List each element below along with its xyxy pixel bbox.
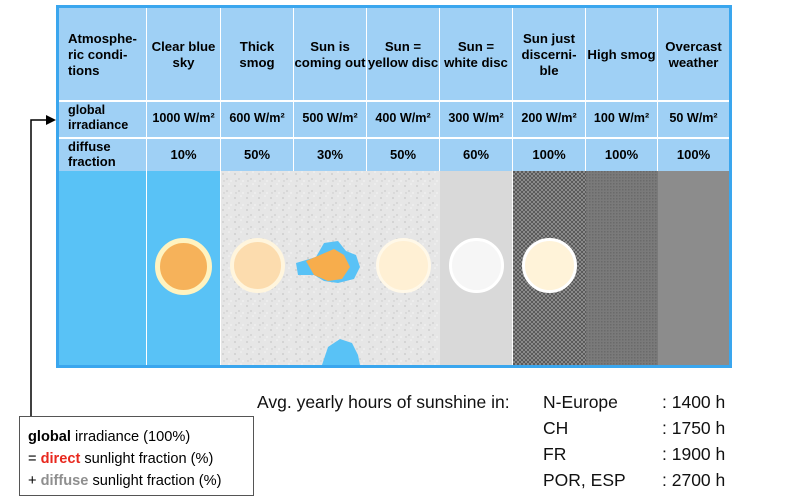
row-label-column: Atmosphe- ric condi- tions global irradi… [59, 8, 147, 365]
reference-sky-swatch [59, 171, 146, 365]
legend-line-direct: = direct sunlight fraction (%) [28, 448, 253, 470]
diffuse-value: 100% [604, 146, 639, 162]
legend-global-term: global [28, 429, 71, 445]
table-grid: Atmosphe- ric condi- tions global irradi… [59, 8, 729, 365]
sun-disc-icon [155, 238, 212, 295]
cloud-gap-sun-icon [294, 171, 367, 365]
row-label-irradiance: global irradiance [59, 102, 146, 134]
sunshine-hours: : 1900 h [662, 444, 726, 464]
sky-high-smog-visual [586, 171, 658, 365]
sun-disc-icon [230, 238, 285, 293]
column-overcast: Overcast weather 50 W/m² 100% [658, 8, 729, 365]
column-yellow-disc: Sun = yellow disc 400 W/m² 50% [367, 8, 440, 365]
row-label-irradiance-text: global irradiance [68, 103, 129, 132]
column-white-disc: Sun = white disc 300 W/m² 60% [440, 8, 513, 365]
irradiance-value: 200 W/m² [521, 111, 577, 125]
column-high-smog: High smog 100 W/m² 100% [586, 8, 658, 365]
diffuse-value: 50% [389, 146, 417, 162]
condition-label: Sun = yellow disc [367, 38, 439, 70]
sun-disc-icon [522, 238, 577, 293]
condition-label: High smog [587, 46, 656, 62]
sunshine-region: CH [543, 418, 569, 438]
irradiance-value: 500 W/m² [302, 111, 358, 125]
row-divider [59, 100, 729, 102]
sunshine-heading: Avg. yearly hours of sunshine in: [257, 392, 510, 412]
row-label-conditions: Atmosphe- ric condi- tions [59, 12, 146, 97]
sunshine-region: N-Europe [543, 392, 618, 412]
diffuse-value: 30% [316, 146, 344, 162]
sunshine-hours: : 1400 h [662, 392, 726, 412]
condition-label: Clear blue sky [151, 38, 216, 70]
row-divider [59, 137, 729, 139]
sky-breaking-visual [294, 171, 367, 365]
sky-dark-visual [513, 171, 586, 365]
irradiance-value: 100 W/m² [593, 111, 650, 125]
irradiance-value: 600 W/m² [229, 111, 285, 125]
high-smog-texture [586, 171, 658, 365]
legend-direct-desc: sunlight fraction (%) [80, 451, 214, 467]
legend-line-global: global irradiance (100%) [28, 426, 253, 448]
legend-diffuse-term: diffuse [40, 473, 89, 489]
sun-disc-icon [449, 238, 504, 293]
diffuse-value: 50% [243, 146, 271, 162]
condition-label: Sun is coming out [294, 38, 366, 70]
atmospheric-conditions-table: Atmosphe- ric condi- tions global irradi… [56, 5, 732, 368]
irradiance-value: 1000 W/m² [152, 111, 215, 125]
condition-label: Sun just discerni- ble [521, 30, 577, 78]
sun-disc-icon [376, 238, 431, 293]
irradiance-value: 300 W/m² [448, 111, 504, 125]
column-just-discernible: Sun just discerni- ble 200 W/m² 100% [513, 8, 586, 365]
condition-label: Thick smog [239, 38, 275, 70]
legend-direct-term: direct [40, 451, 81, 467]
sky-clear-visual [147, 171, 220, 365]
legend-global-desc: irradiance (100%) [70, 429, 191, 445]
legend-equals: = [28, 451, 41, 467]
irradiance-legend: global irradiance (100%) = direct sunlig… [19, 416, 254, 496]
diffuse-value: 100% [676, 146, 711, 162]
sunshine-region: POR, ESP [543, 470, 626, 490]
sky-light-gray-visual [440, 171, 512, 365]
column-sun-coming-out: Sun is coming out 500 W/m² 30% [294, 8, 367, 365]
sky-overcast-visual [658, 171, 729, 365]
row-label-diffuse-text: diffuse fraction [68, 139, 116, 169]
condition-label: Overcast weather [665, 38, 722, 70]
column-clear-sky: Clear blue sky 1000 W/m² 10% [147, 8, 221, 365]
sunshine-region: FR [543, 444, 567, 464]
row-label-diffuse: diffuse fraction [59, 139, 146, 169]
row-label-conditions-text: Atmosphe- ric condi- tions [68, 30, 137, 78]
legend-line-diffuse: + diffuse sunlight fraction (%) [28, 470, 253, 492]
irradiance-value: 50 W/m² [669, 111, 718, 125]
diffuse-value: 60% [462, 146, 490, 162]
sunshine-hours: : 2700 h [662, 470, 726, 490]
legend-diffuse-desc: sunlight fraction (%) [88, 473, 222, 489]
sky-smog-visual [221, 171, 294, 365]
column-thick-smog: Thick smog 600 W/m² 50% [221, 8, 294, 365]
diffuse-value: 10% [170, 146, 197, 162]
sky-haze-visual [367, 171, 440, 365]
irradiance-value: 400 W/m² [375, 111, 431, 125]
legend-plus: + [28, 473, 41, 489]
diffuse-value: 100% [532, 146, 566, 162]
condition-label: Sun = white disc [444, 38, 508, 70]
sunshine-hours: : 1750 h [662, 418, 726, 438]
